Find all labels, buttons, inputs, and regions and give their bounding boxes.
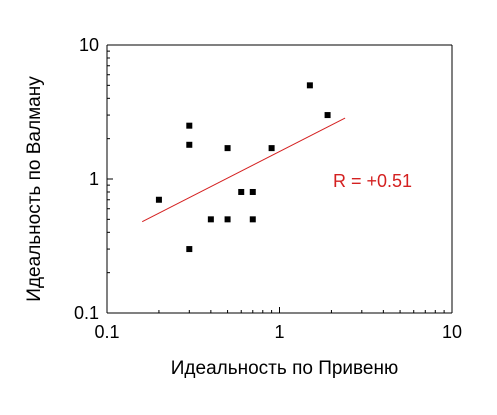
data-point [324, 112, 331, 119]
data-point [186, 141, 193, 148]
data-point [224, 216, 231, 223]
points-layer [155, 82, 331, 253]
data-point [268, 145, 275, 152]
data-point [186, 246, 193, 253]
x-tick-label: 10 [442, 322, 462, 342]
labels-layer: Идеальность по Привеню Идеальность по Ва… [24, 76, 412, 379]
regression-line [141, 117, 346, 223]
data-point [224, 145, 231, 152]
axes: 0.1 1 10 0.1 1 10 [74, 35, 462, 342]
trendline-layer [141, 117, 346, 223]
x-tick-label: 1 [274, 322, 284, 342]
x-tick-label: 0.1 [94, 322, 119, 342]
data-point [238, 188, 245, 195]
y-tick-label: 1 [89, 169, 99, 189]
data-point [306, 82, 313, 89]
y-tick-label: 10 [79, 35, 99, 55]
x-axis-label: Идеальность по Привеню [171, 358, 398, 379]
correlation-annotation: R = +0.51 [333, 171, 412, 191]
data-point [155, 196, 162, 203]
data-point [249, 188, 256, 195]
y-axis-label: Идеальность по Валману [24, 76, 45, 302]
data-point [207, 216, 214, 223]
y-tick-label: 0.1 [74, 303, 99, 323]
data-point [186, 122, 193, 129]
data-point [249, 216, 256, 223]
